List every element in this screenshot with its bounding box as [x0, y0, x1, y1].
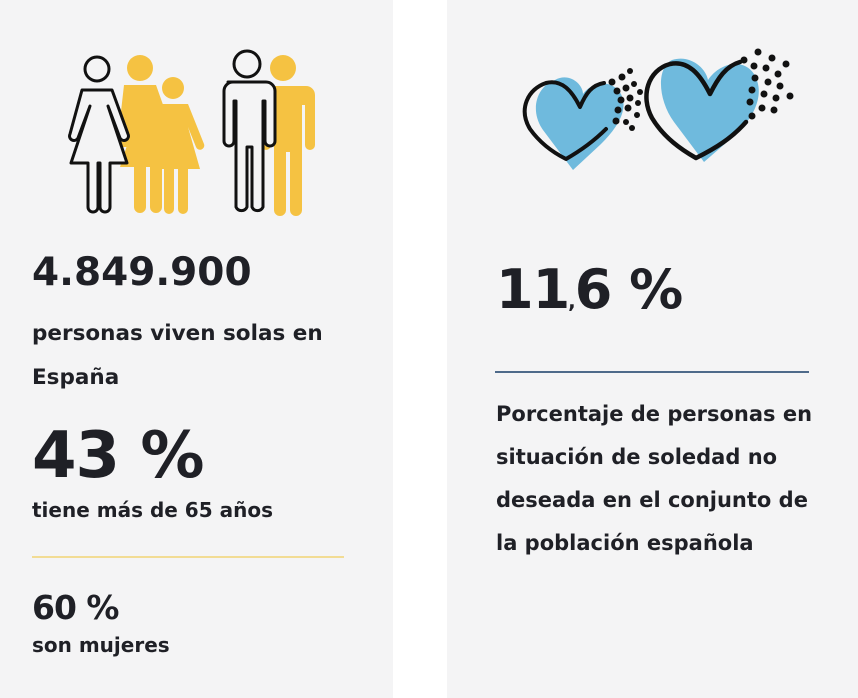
percent-integer: 11: [496, 258, 570, 321]
unwanted-loneliness-caption: Porcentaje de personas en situación de s…: [496, 402, 813, 555]
hearts-icon: [522, 48, 794, 170]
yellow-divider: [32, 556, 344, 558]
percent-decimal: 6 %: [574, 258, 683, 321]
total-people-living-alone: 4.849.900: [32, 250, 252, 295]
left-stats-panel: 4.849.900 personas viven solas en España…: [0, 0, 393, 698]
over-65-percent: 43 %: [32, 419, 204, 493]
people-group-icon: [68, 49, 315, 216]
blue-divider: [495, 371, 809, 373]
women-caption: son mujeres: [32, 633, 170, 657]
total-people-caption: personas viven solas en España: [32, 321, 323, 390]
decimal-comma: ,: [568, 289, 576, 313]
over-65-caption: tiene más de 65 años: [32, 498, 273, 522]
women-percent: 60 %: [32, 588, 119, 627]
unwanted-loneliness-percent: 11,6 %: [496, 255, 683, 336]
